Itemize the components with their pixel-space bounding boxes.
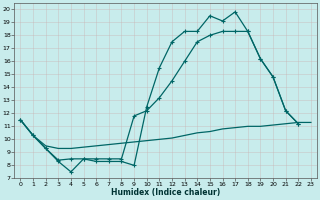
- X-axis label: Humidex (Indice chaleur): Humidex (Indice chaleur): [111, 188, 220, 197]
